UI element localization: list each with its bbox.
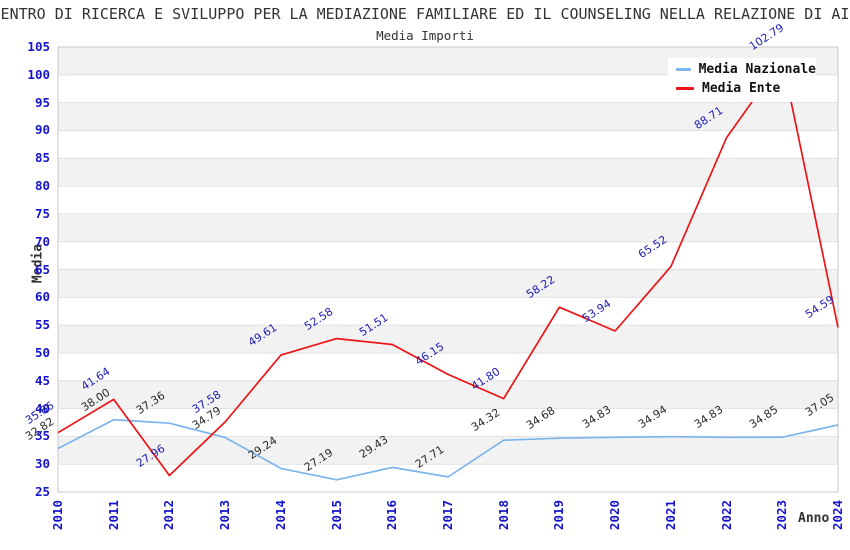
- x-axis-title: Anno: [798, 511, 830, 526]
- y-tick-label: 50: [34, 344, 50, 360]
- legend: Media Nazionale Media Ente: [668, 58, 816, 102]
- y-tick-label: 30: [34, 456, 50, 472]
- grid-band: [58, 213, 838, 242]
- y-tick-label: 60: [34, 289, 50, 305]
- y-tick-label: 100: [27, 66, 50, 82]
- x-tick-label: 2017: [440, 499, 455, 531]
- grid-band: [58, 102, 838, 131]
- legend-marker-icon: [676, 68, 691, 71]
- legend-item-media-ente[interactable]: Media Ente: [668, 79, 816, 98]
- x-tick-label: 2024: [830, 499, 845, 531]
- series-line-media-ente: [57, 58, 839, 477]
- x-tick-label: 2019: [551, 499, 567, 531]
- y-tick-label: 45: [34, 372, 50, 388]
- grid-band: [58, 158, 838, 187]
- plot-border: [57, 46, 839, 493]
- y-tick-label: 40: [34, 400, 50, 416]
- y-tick-label: 105: [27, 39, 50, 54]
- grid-band: [58, 269, 838, 298]
- legend-item-label: Media Nazionale: [698, 62, 816, 77]
- grid-band: [58, 380, 838, 409]
- legend-marker-icon: [676, 87, 694, 90]
- series-line-media-nazionale: [57, 418, 839, 481]
- x-tick-label: 2020: [607, 499, 623, 531]
- grid-band: [58, 325, 838, 353]
- x-tick-label: 2018: [495, 499, 511, 531]
- y-tick-label: 25: [34, 484, 50, 499]
- y-tick-label: 85: [34, 150, 50, 166]
- y-tick-label: 35: [34, 428, 50, 444]
- x-tick-label: 2013: [217, 499, 233, 531]
- y-tick-label: 95: [34, 94, 50, 110]
- y-tick-label: 70: [34, 233, 50, 249]
- x-tick-label: 2016: [384, 499, 400, 531]
- legend-item-label: Media Ente: [702, 81, 781, 96]
- chart-title: CENTRO DI RICERCA E SVILUPPO PER LA MEDI…: [0, 5, 850, 23]
- x-tick-label: 2014: [272, 499, 288, 531]
- chart-subtitle: Media Importi: [376, 28, 474, 43]
- x-tick-label: 2015: [328, 499, 344, 531]
- y-tick-label: 80: [34, 178, 50, 194]
- x-tick-label: 2011: [105, 499, 121, 531]
- x-tick-label: 2023: [774, 499, 790, 531]
- x-tick-label: 2022: [718, 499, 734, 531]
- legend-item-media-nazionale[interactable]: Media Nazionale: [668, 60, 816, 79]
- x-tick-label: 2021: [662, 499, 678, 531]
- y-tick-label: 55: [34, 317, 50, 333]
- x-tick-label: 2012: [161, 499, 177, 531]
- x-tick-label: 2010: [50, 499, 65, 531]
- y-tick-label: 90: [34, 122, 50, 138]
- y-tick-label: 65: [34, 261, 50, 277]
- grid-band: [58, 436, 838, 465]
- y-tick-label: 75: [34, 205, 50, 221]
